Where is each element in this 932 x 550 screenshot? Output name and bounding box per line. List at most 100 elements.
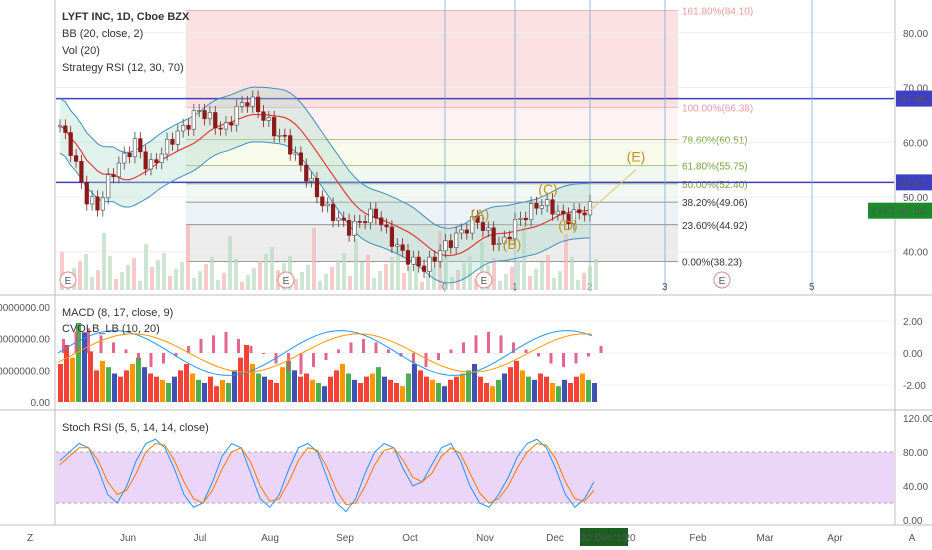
earnings-event-label: E — [65, 276, 72, 287]
candle-body — [282, 134, 287, 137]
macd-histogram-bar — [312, 353, 315, 368]
cvolb-bar — [130, 364, 135, 402]
cvolb-bar — [124, 370, 129, 402]
cvolb-bar — [550, 383, 555, 402]
volume-bar — [414, 259, 418, 290]
macd-histogram-bar — [574, 353, 578, 364]
macd-histogram-bar — [137, 353, 140, 361]
volume-axis-tick: 30000000.00 — [0, 303, 50, 314]
earnings-event-label: E — [481, 276, 488, 287]
macd-histogram-bar — [599, 345, 603, 353]
volume-bar — [192, 278, 196, 290]
stoch-k-line — [59, 438, 595, 513]
cvolb-bar — [502, 373, 507, 402]
macd-histogram-bar — [412, 353, 415, 364]
last-price-symbol-tag — [868, 202, 896, 219]
candle-body — [341, 217, 346, 221]
volume-bar — [210, 257, 214, 290]
scale-z-button[interactable]: Z — [27, 533, 33, 544]
macd-histogram-bar — [374, 342, 378, 353]
legend-macd[interactable]: MACD (8, 17, close, 9) — [62, 307, 173, 319]
cvolb-bar — [358, 383, 363, 402]
macd-histogram-bar — [87, 328, 90, 353]
fib-zone — [186, 183, 678, 203]
candle-body — [73, 155, 79, 162]
horizontal-level-tag — [896, 90, 932, 107]
macd-histogram-bar — [249, 345, 253, 353]
candle-body — [368, 208, 373, 224]
candle-body — [325, 203, 330, 207]
candle-body — [320, 196, 325, 207]
candle-body — [202, 110, 207, 120]
legend-vol[interactable]: Vol (20) — [62, 45, 100, 57]
cvolb-bar — [508, 367, 513, 402]
price-axis-tick: 80.00 — [903, 29, 928, 40]
stoch-axis-tick: 0.00 — [903, 516, 923, 527]
volume-bar — [378, 271, 382, 290]
horizontal-level-value: 67.98 — [900, 95, 925, 106]
earnings-event-label: E — [283, 276, 290, 287]
legend-cvolb[interactable]: CVOLB_LB (10, 20) — [62, 323, 160, 335]
stoch-axis-tick: 40.00 — [903, 482, 928, 493]
candle-body — [405, 250, 411, 265]
candle-body — [186, 125, 191, 130]
candle-body — [277, 134, 282, 137]
volume-bar — [372, 278, 376, 290]
price-axis-tick: 70.00 — [903, 84, 928, 95]
cvolb-bar — [478, 376, 483, 402]
volume-bar — [174, 269, 178, 290]
volume-bar — [570, 257, 574, 290]
cvolb-bar — [88, 351, 93, 402]
cvolb-bar — [178, 370, 183, 402]
volume-bar — [144, 244, 148, 290]
candle-body — [346, 220, 352, 236]
volume-bar — [228, 236, 232, 290]
volume-bar — [330, 267, 334, 290]
candle-body — [100, 197, 105, 211]
legend-strategy-rsi[interactable]: Strategy RSI (12, 30, 70) — [62, 62, 184, 74]
candle-body — [502, 236, 507, 244]
cvolb-bar — [580, 373, 585, 402]
cvolb-bar — [394, 383, 399, 402]
candle-body — [389, 226, 395, 247]
macd-histogram-bar — [287, 353, 290, 371]
candle-body — [421, 265, 427, 272]
candle-body — [454, 232, 459, 248]
macd-histogram-bar — [562, 353, 565, 368]
volume-bar — [96, 270, 100, 290]
cvolb-bar — [286, 360, 291, 402]
time-marker-label: 3 — [662, 282, 668, 293]
volume-bar — [102, 233, 106, 290]
volume-bar — [318, 281, 322, 290]
volume-bar — [348, 276, 352, 290]
volume-bar — [492, 258, 496, 290]
candle-body — [234, 105, 239, 126]
candle-body — [448, 240, 453, 248]
macd-histogram-bar — [324, 353, 328, 361]
scale-auto-button[interactable]: A — [909, 533, 916, 544]
cvolb-bar — [226, 383, 231, 402]
volume-bar — [114, 279, 118, 290]
earnings-event-icon — [59, 271, 77, 289]
wave-projection-line — [589, 169, 637, 212]
candle-body — [363, 221, 368, 224]
volume-bar — [198, 271, 202, 290]
candle-body — [555, 210, 560, 215]
legend-stoch-rsi[interactable]: Stoch RSI (5, 5, 14, 14, close) — [62, 422, 209, 434]
candle-body — [223, 122, 229, 130]
cvolb-bar — [592, 383, 597, 402]
cvolb-bar — [526, 376, 531, 402]
volume-bar — [120, 272, 124, 290]
cvolb-bar — [94, 370, 99, 402]
candle-body — [143, 151, 148, 170]
macd-histogram-bar — [462, 342, 465, 353]
candle-body — [411, 256, 416, 265]
legend-bb[interactable]: BB (20, close, 2) — [62, 28, 143, 40]
volume-bar — [528, 276, 532, 290]
candle-body — [298, 152, 304, 166]
volume-bar — [150, 267, 154, 290]
candle-body — [132, 138, 138, 158]
volume-bar — [324, 274, 328, 290]
